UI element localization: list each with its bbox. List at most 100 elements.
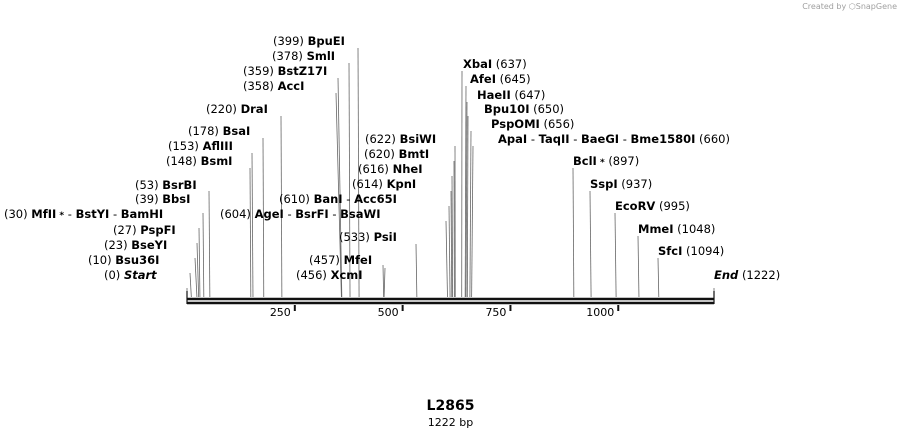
ruler-tick-label: 500	[378, 306, 399, 319]
enzyme-name: Bpu10I	[484, 102, 529, 116]
site-label: (456) XcmI	[296, 268, 363, 282]
enzyme-name: BseYI	[131, 238, 167, 252]
site-position: (650)	[533, 102, 564, 116]
leader-line	[251, 152, 254, 298]
enzyme-name: BsaWI	[340, 207, 380, 221]
site-position: (220)	[206, 102, 237, 116]
site-label: PspOMI (656)	[491, 117, 574, 131]
site-label: (23) BseYI	[104, 238, 167, 252]
enzyme-name: PspOMI	[491, 117, 540, 131]
leader-line	[464, 85, 467, 298]
site-label: (359) BstZ17I	[243, 64, 327, 78]
enzyme-name: AflIII	[203, 139, 233, 153]
dna-backbone	[186, 291, 715, 305]
restriction-map: (0) Start(10) Bsu36I(23) BseYI(27) PspFI…	[4, 34, 780, 319]
site-label: (10) Bsu36I	[88, 253, 159, 267]
enzyme-name: AfeI	[470, 72, 496, 86]
site-position: (148)	[166, 154, 197, 168]
leader-line	[572, 167, 575, 298]
ruler-tick-label: 250	[270, 306, 291, 319]
site-position: (378)	[272, 49, 303, 63]
leader-line	[280, 115, 283, 298]
enzyme-name: MfeI	[344, 253, 373, 267]
enzyme-name: SfcI	[658, 244, 682, 258]
site-label: (53) BsrBI	[135, 178, 197, 192]
site-label: AfeI (645)	[470, 72, 531, 86]
site-label: (148) BsmI	[166, 154, 232, 168]
site-position: (620)	[364, 147, 395, 161]
site-position: (39)	[135, 192, 159, 206]
leader-line	[198, 227, 201, 298]
enzyme-name: BsiWI	[400, 132, 437, 146]
enzyme-name: BbsI	[162, 192, 190, 206]
site-label: XbaI (637)	[463, 57, 527, 71]
leader-line	[614, 212, 617, 298]
site-label: BclI * (897)	[573, 154, 639, 168]
site-label: (622) BsiWI	[365, 132, 436, 146]
site-position: (614)	[352, 177, 383, 191]
site-position: (457)	[309, 253, 340, 267]
enzyme-name: Bsu36I	[115, 253, 159, 267]
site-position: (1094)	[686, 244, 724, 258]
separator: -	[329, 207, 340, 221]
enzyme-name: BmtI	[399, 147, 430, 161]
site-position: (647)	[514, 88, 545, 102]
enzyme-name: BsaI	[223, 124, 251, 138]
ruler: 250 500 750 1000	[270, 305, 620, 319]
site-position: (0)	[104, 268, 120, 282]
site-label: End (1222)	[714, 268, 780, 282]
site-position: (1048)	[677, 222, 715, 236]
site-position: (153)	[168, 139, 199, 153]
enzyme-name: PspFI	[140, 223, 175, 237]
site-position: (399)	[273, 34, 304, 48]
leader-line	[382, 264, 385, 298]
site-position: (656)	[543, 117, 574, 131]
leader-lines	[186, 47, 715, 298]
leader-line	[337, 77, 343, 298]
site-position: (622)	[365, 132, 396, 146]
enzyme-name: DraI	[241, 102, 268, 116]
enzyme-name: End	[714, 268, 739, 282]
enzyme-name: Acc65I	[354, 192, 397, 206]
site-label: (27) PspFI	[113, 223, 176, 237]
separator: -	[570, 132, 581, 146]
site-position: (178)	[188, 124, 219, 138]
separator: -	[527, 132, 538, 146]
leader-line	[415, 243, 418, 298]
enzyme-name: AgeI	[255, 207, 284, 221]
site-label: SfcI (1094)	[658, 244, 724, 258]
site-position: (604)	[220, 207, 251, 221]
site-label: (39) BbsI	[135, 192, 190, 206]
site-position: (30)	[4, 207, 28, 221]
site-label: (178) BsaI	[188, 124, 250, 138]
leader-line	[451, 175, 454, 298]
enzyme-name: BsmI	[201, 154, 233, 168]
leader-line	[335, 92, 342, 298]
site-labels: (0) Start(10) Bsu36I(23) BseYI(27) PspFI…	[4, 34, 780, 282]
leader-line	[249, 167, 252, 298]
enzyme-name: AccI	[278, 79, 305, 93]
site-position: (358)	[243, 79, 274, 93]
site-position: (23)	[104, 238, 128, 252]
site-label: (0) Start	[104, 268, 157, 282]
site-label: SspI (937)	[590, 177, 652, 191]
site-position: (53)	[135, 178, 159, 192]
leader-line	[357, 47, 360, 298]
site-position: (637)	[496, 57, 527, 71]
enzyme-name: XcmI	[331, 268, 363, 282]
enzyme-name: XbaI	[463, 57, 492, 71]
site-label: (616) NheI	[358, 162, 422, 176]
enzyme-name: BstYI	[76, 207, 110, 221]
map-title: L2865	[426, 398, 475, 414]
site-label: (30) MfII * - BstYI - BamHI	[4, 207, 163, 221]
site-label: (533) PsiI	[339, 230, 397, 244]
leader-line	[348, 62, 351, 298]
leader-line	[465, 101, 468, 298]
site-position: (533)	[339, 230, 370, 244]
leader-line	[202, 212, 205, 298]
leader-line	[383, 267, 386, 298]
site-position: (456)	[296, 268, 327, 282]
enzyme-name: NheI	[393, 162, 423, 176]
star-marker: *	[56, 211, 64, 221]
enzyme-name: BpuEI	[308, 34, 345, 48]
